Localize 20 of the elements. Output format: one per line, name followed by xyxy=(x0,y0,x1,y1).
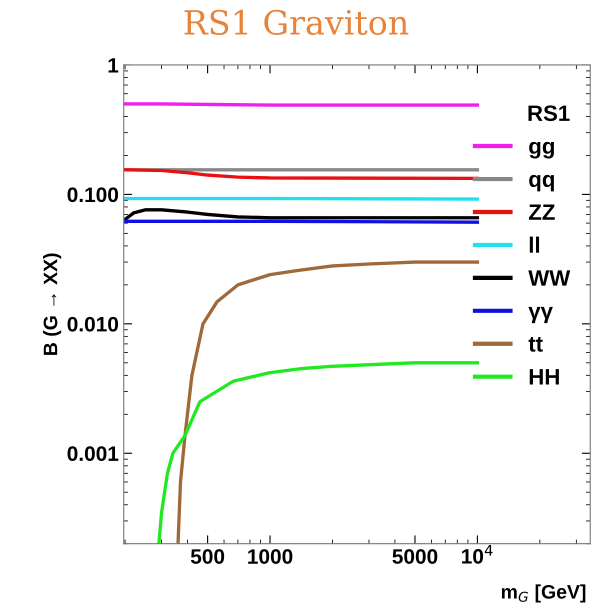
x-axis-title: m$_{G}$ [GeV] xyxy=(502,584,586,603)
legend-label: qq xyxy=(529,174,554,192)
legend-label: ll xyxy=(530,236,540,253)
y-axis-title: B (G → XX) xyxy=(43,253,62,355)
y-tick-label: 0.100 xyxy=(68,187,118,202)
x-tick-label: 5000 xyxy=(392,549,438,564)
x-tick-label: 10$^{4}$ xyxy=(462,544,493,564)
legend-label: ZZ xyxy=(528,204,555,220)
y-tick-label: 0.001 xyxy=(68,446,118,462)
y-tick-label: 0.010 xyxy=(68,316,118,332)
chart-title: RS1 Graviton xyxy=(184,10,408,35)
legend-label: gg xyxy=(529,142,554,158)
legend-label: tt xyxy=(528,337,543,352)
x-tick-label: 1000 xyxy=(248,549,292,564)
y-tick-label: 1 xyxy=(108,58,118,73)
legend-label: γγ xyxy=(528,306,553,324)
x-tick-label: 500 xyxy=(190,549,224,564)
legend-title: RS1 xyxy=(528,105,570,122)
legend-label: WW xyxy=(528,270,570,286)
legend-label: HH xyxy=(530,369,559,384)
